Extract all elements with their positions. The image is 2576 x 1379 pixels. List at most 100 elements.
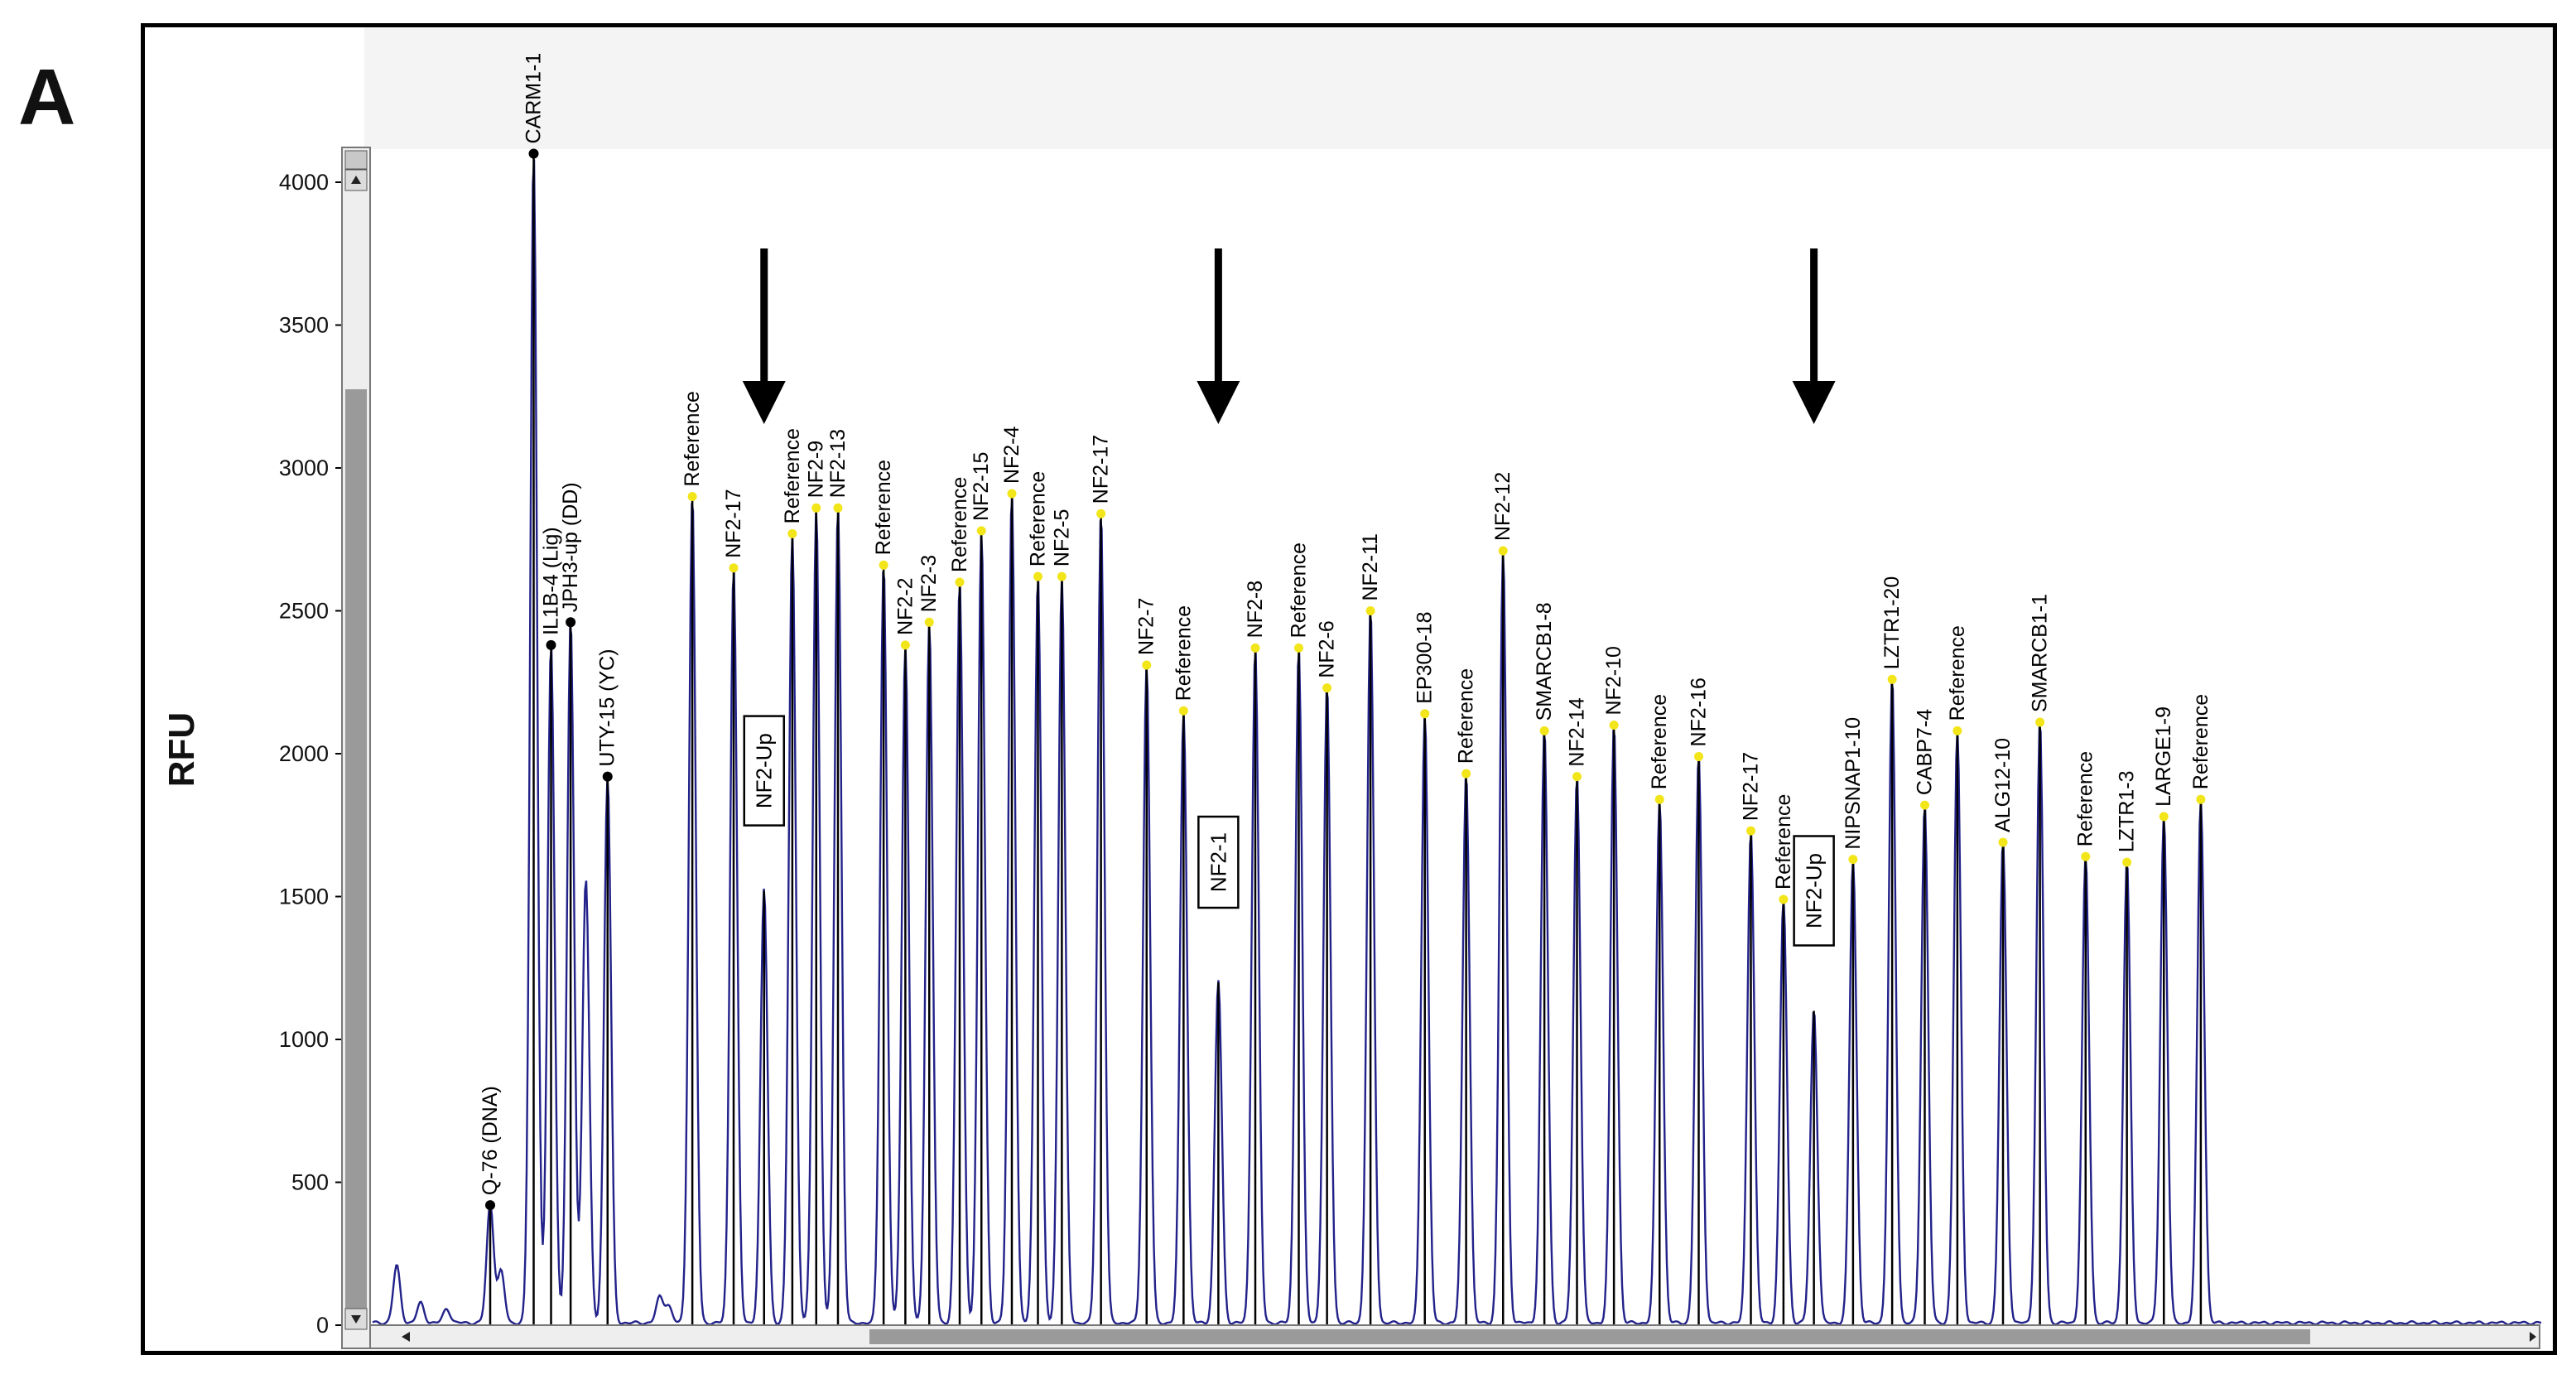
peak-label: NF2-Up [752, 733, 777, 808]
y-tick-label: 3500 [279, 313, 329, 338]
peak-label: LARGE1-9 [2152, 706, 2175, 807]
peak-label: NF2-12 [1491, 472, 1514, 541]
scroll-down-arrow-icon [351, 1315, 361, 1324]
peak-marker [1998, 837, 2008, 847]
peak-marker [1746, 826, 1755, 836]
indicator-arrow-head [1792, 381, 1836, 424]
y-tick-label: 500 [291, 1170, 329, 1195]
peak-label: Reference [1027, 471, 1050, 567]
indicator-arrow-head [742, 381, 786, 424]
peak-label: NF2-Up [1802, 853, 1827, 928]
peak-marker [833, 503, 843, 513]
peak-label: UTY-15 (YC) [596, 649, 619, 766]
peak-marker [976, 526, 986, 536]
peak-marker [1952, 726, 1962, 735]
peak-label: NF2-14 [1566, 697, 1589, 766]
peak-marker [729, 563, 739, 573]
peak-label: NF2-10 [1602, 646, 1625, 715]
chart-frame [141, 23, 2557, 1355]
y-tick-label: 0 [316, 1313, 329, 1338]
peak-label: IL1B-4 (Lig) [540, 527, 563, 635]
boxed-peak-label-frame [1793, 835, 1835, 947]
peak-marker [2035, 717, 2045, 727]
peak-marker [1250, 643, 1260, 653]
boxed-peak-label-frame [743, 715, 785, 827]
peak-label: NF2-17 [722, 489, 745, 557]
peak-marker [1294, 643, 1303, 653]
peak-marker [1539, 726, 1549, 735]
y-tick-label: 1000 [279, 1027, 329, 1052]
y-tick-label: 3000 [279, 456, 329, 480]
peak-label: SMARCB1-1 [2029, 594, 2052, 712]
peak-marker [1848, 855, 1858, 865]
peak-label: Reference [1288, 542, 1311, 638]
y-tick-label: 2000 [279, 741, 329, 766]
peak-label: NIPSNAP1-10 [1842, 717, 1865, 850]
plot-header-band [364, 27, 2553, 149]
scroll-right-arrow-icon [2530, 1332, 2536, 1342]
peak-marker [811, 503, 821, 513]
peak-marker [924, 617, 934, 627]
peak-label: NF2-7 [1135, 598, 1158, 655]
peak-marker [955, 577, 965, 587]
peak-label: Reference [2074, 751, 2097, 846]
peak-marker [1498, 546, 1508, 556]
peak-marker [1654, 794, 1664, 804]
peak-marker [1096, 509, 1106, 518]
peak-label: Reference [1946, 625, 1969, 721]
peak-marker [1694, 751, 1703, 761]
horizontal-scrollbar-thumb [869, 1329, 2310, 1344]
peak-marker [1057, 571, 1067, 581]
peak-label: Reference [1772, 794, 1795, 890]
peak-marker [528, 148, 539, 159]
peak-label: NF2-15 [970, 452, 993, 521]
peak-label: NF2-17 [1740, 752, 1763, 821]
peak-label: Reference [2189, 694, 2212, 789]
peak-label: NF2-4 [1000, 426, 1023, 484]
peak-marker [900, 640, 910, 650]
peak-marker [1178, 706, 1188, 716]
peak-marker [2196, 794, 2206, 804]
y-tick-label: 2500 [279, 599, 329, 624]
peak-label: Reference [781, 428, 804, 523]
peak-marker [1365, 606, 1375, 615]
peak-label: NF2-9 [805, 441, 828, 498]
peak-marker [687, 492, 697, 501]
peak-marker [1609, 721, 1619, 730]
peak-label: Reference [1455, 668, 1478, 764]
peak-marker [1920, 800, 1929, 810]
scroll-left-arrow-icon [402, 1332, 410, 1342]
y-tick-label: 1500 [279, 885, 329, 909]
peak-marker [2159, 812, 2169, 822]
peak-label: LZTR1-20 [1880, 576, 1904, 670]
peak-label: CABP7-4 [1914, 709, 1937, 795]
boxed-peak-label-frame [1197, 815, 1240, 909]
peak-label: Reference [681, 391, 704, 486]
peak-label: EP300-18 [1413, 611, 1437, 703]
peak-label: SMARCB1-8 [1533, 602, 1556, 721]
peak-label: LZTR1-3 [2116, 770, 2139, 852]
peak-label: ALG12-10 [1991, 738, 2015, 832]
peak-label: Reference [872, 460, 895, 555]
peak-label: Q-76 (DNA) [479, 1086, 502, 1195]
peak-label: NF2-8 [1244, 581, 1267, 638]
y-tick-label: 4000 [279, 170, 329, 195]
peak-label: NF2-13 [826, 429, 850, 498]
peak-label: NF2-5 [1050, 509, 1073, 567]
peak-label: NF2-3 [917, 555, 941, 612]
peak-label: NF2-6 [1316, 620, 1339, 677]
peak-marker [2081, 851, 2091, 861]
peak-label: Reference [1648, 694, 1671, 789]
peak-marker [1142, 660, 1152, 670]
peak-label: NF2-17 [1090, 435, 1113, 504]
indicator-arrow-head [1197, 381, 1240, 424]
zoom-icon [344, 150, 368, 170]
peak-marker [485, 1200, 495, 1211]
peak-marker [1007, 489, 1017, 499]
peak-marker [1572, 772, 1582, 782]
peak-label: NF2-16 [1688, 677, 1711, 746]
peak-label: Reference [948, 477, 971, 572]
peak-marker [1779, 894, 1789, 904]
panel-label: A [18, 53, 76, 142]
